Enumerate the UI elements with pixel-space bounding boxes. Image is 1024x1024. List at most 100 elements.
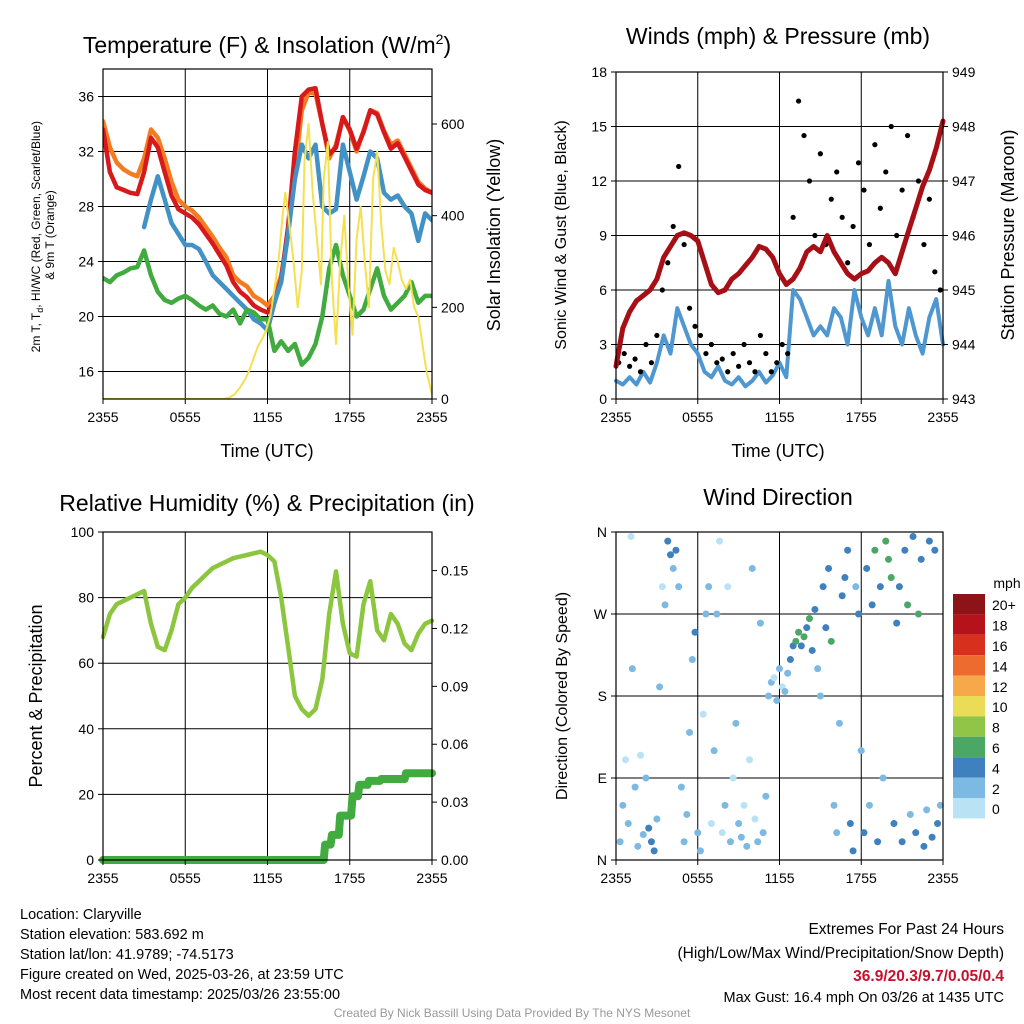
- gust-point: [757, 332, 764, 339]
- direction-point: [664, 537, 672, 545]
- direction-point: [906, 810, 914, 818]
- pressure-line: [613, 118, 946, 369]
- y-tick-label: 6: [599, 282, 607, 298]
- direction-point: [669, 564, 677, 572]
- direction-point: [770, 674, 778, 682]
- y2-tick-label: 200: [441, 299, 465, 315]
- legend-swatch: [953, 614, 985, 635]
- direction-point: [934, 820, 942, 828]
- direction-point: [920, 842, 928, 850]
- x-tick-label: 1155: [252, 409, 282, 425]
- gust-point: [681, 241, 687, 248]
- direction-point: [912, 829, 920, 837]
- direction-point: [765, 692, 773, 700]
- station-elevation: Station elevation: 583.692 m: [20, 927, 204, 943]
- gust-point: [855, 160, 862, 166]
- direction-point: [827, 637, 835, 645]
- direction-point: [887, 574, 895, 582]
- y-tick-label: 16: [78, 364, 94, 380]
- direction-point: [819, 583, 827, 591]
- x-tick-label: 2355: [87, 409, 118, 425]
- y-tick-label: 12: [591, 173, 607, 189]
- direction-point: [650, 847, 658, 855]
- direction-point: [716, 537, 724, 545]
- direction-point: [631, 783, 639, 791]
- direction-point: [724, 583, 732, 591]
- gust-point: [904, 132, 911, 139]
- direction-point: [890, 820, 898, 828]
- station-location: Location: Claryville: [20, 907, 142, 923]
- direction-point: [882, 537, 890, 545]
- y-tick-label: 15: [591, 119, 607, 135]
- gust-point: [834, 169, 840, 175]
- direction-point: [759, 829, 767, 837]
- legend-label: 12: [992, 679, 1008, 695]
- direction-point: [893, 619, 901, 627]
- gust-point: [888, 123, 894, 130]
- figure-created: Figure created on Wed, 2025-03-26, at 23…: [20, 967, 344, 983]
- direction-point: [756, 619, 764, 627]
- gust-point: [697, 332, 704, 339]
- direction-point: [773, 697, 781, 705]
- y2-tick-label: 0.03: [441, 794, 468, 810]
- gust-point: [845, 260, 851, 266]
- winds-ylabel: Sonic Wind & Gust (Blue, Black): [553, 120, 570, 349]
- direction-point: [628, 665, 636, 673]
- legend-swatch: [953, 757, 985, 778]
- y-tick-label: S: [598, 688, 607, 704]
- direction-point: [923, 806, 931, 814]
- y-tick-label: 32: [78, 144, 94, 160]
- gust-point: [828, 196, 834, 202]
- y2-tick-label: 948: [952, 119, 976, 135]
- y-tick-label: 60: [78, 655, 94, 671]
- gust-point: [812, 232, 818, 239]
- gust-point: [763, 350, 769, 357]
- legend-swatch: [953, 594, 985, 615]
- direction-point: [833, 829, 841, 837]
- direction-point: [857, 747, 865, 755]
- legend-label: 20+: [992, 597, 1016, 613]
- gust-point: [801, 132, 807, 139]
- legend-swatch: [953, 655, 985, 676]
- direction-point: [803, 624, 811, 632]
- direction-point: [800, 633, 808, 641]
- x-tick-label: 1755: [334, 870, 365, 886]
- direction-point: [838, 592, 846, 600]
- direction-point: [637, 751, 645, 759]
- y-tick-label: 36: [78, 89, 94, 105]
- extremes-info: Extremes For Past 24 Hours (High/Low/Max…: [678, 918, 1005, 1008]
- gust-point: [899, 187, 905, 193]
- heat_index-line: [141, 142, 432, 333]
- direction-point: [844, 546, 852, 554]
- direction-point: [895, 583, 903, 591]
- direction-point: [928, 833, 936, 841]
- direction-point: [751, 815, 759, 823]
- direction-point: [879, 774, 887, 782]
- direction-point: [762, 792, 770, 800]
- extremes-subheading: (High/Low/Max Wind/Precipitation/Snow De…: [677, 945, 1005, 962]
- legend-label: 4: [992, 760, 1000, 776]
- direction-point: [694, 829, 702, 837]
- gust-point: [686, 305, 693, 311]
- temperature-panel: Temperature (F) & Insolation (W/m2) Time…: [29, 31, 504, 461]
- legend-swatch: [953, 798, 985, 819]
- humidity-ylabel: Percent & Precipitation: [26, 604, 46, 787]
- dewpoint-line: [103, 242, 432, 367]
- direction-point: [901, 546, 909, 554]
- speed-legend-title: mph: [993, 575, 1020, 591]
- extremes-values: 36.9/20.3/9.7/0.05/0.4: [853, 968, 1004, 985]
- humidity-title: Relative Humidity (%) & Precipitation (i…: [59, 490, 474, 516]
- relative-humidity-line: [100, 549, 435, 718]
- direction-point: [710, 747, 718, 755]
- direction-point: [784, 669, 792, 677]
- direction-point: [863, 564, 871, 572]
- humidity-plot-area: 2355 0555 1155 1755 2355 0 20 40 60 80 100 0.00 0.03…: [71, 524, 469, 886]
- x-tick-label: 2355: [600, 409, 631, 425]
- gust-point: [839, 214, 845, 220]
- direction-point: [732, 719, 740, 727]
- x-tick-label: 1755: [334, 409, 365, 425]
- gust-point: [785, 350, 791, 357]
- direction-point: [805, 615, 813, 623]
- direction-point: [855, 610, 863, 618]
